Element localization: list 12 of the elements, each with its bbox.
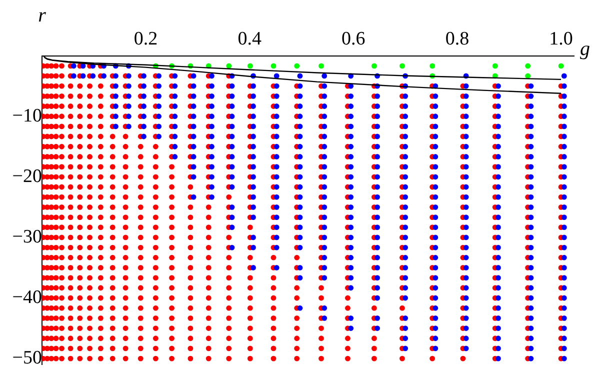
x-tick-label: 0.8 (445, 28, 470, 50)
y-tick-label: −50 (12, 348, 42, 369)
y-tick-label: −30 (12, 226, 42, 248)
y-tick-label: −40 (12, 286, 42, 308)
y-tick-label: −20 (12, 166, 42, 187)
y-tick-label: −10 (12, 105, 42, 126)
x-tick-label: 0.6 (342, 28, 366, 50)
y-axis-title: r (38, 4, 46, 26)
x-tick-label: 0.4 (238, 28, 262, 50)
x-tick-label: 0.2 (134, 28, 158, 50)
x-tick-label: 1.0 (549, 28, 573, 50)
x-axis-title: g (580, 38, 590, 60)
